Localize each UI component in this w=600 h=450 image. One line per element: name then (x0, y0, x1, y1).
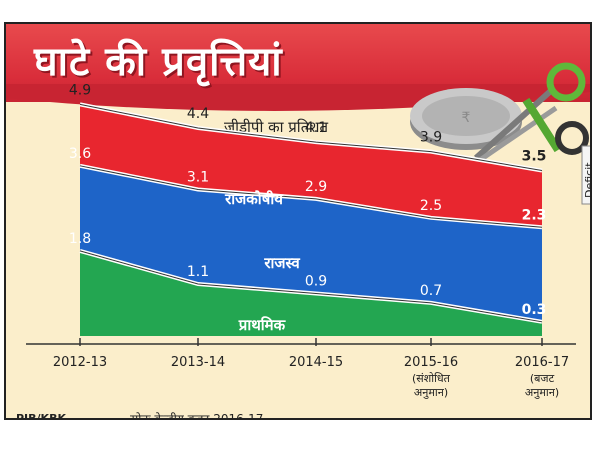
data-label-3-3: 0.9 (305, 273, 327, 289)
area-1 (80, 104, 542, 228)
chart-subtitle: जीडीपी का प्रतिशत (224, 118, 328, 136)
x-tick-label-2: 2013-14 (171, 355, 225, 370)
data-label-2-5: 2.3 (522, 207, 547, 223)
x-note-5-b: अनुमान) (525, 386, 559, 399)
data-label-1-4: 3.9 (420, 130, 442, 146)
svg-text:Deficit: Deficit (583, 162, 592, 198)
series-name-1: राजकोषीय (224, 190, 284, 208)
x-tick-label-4: 2015-16 (404, 355, 458, 370)
series-line-edge-2 (79, 165, 543, 228)
x-tick-label-3: 2014-15 (289, 355, 343, 370)
chart-title: घाटे की प्रवृत्तियां (34, 39, 283, 85)
data-label-2-3: 2.9 (305, 179, 327, 195)
data-label-3-1: 1.8 (69, 231, 91, 247)
x-tick-label-1: 2012-13 (53, 355, 107, 370)
coin-icon: ₹ (410, 88, 522, 150)
source-label: स्रोतः केन्द्रीय बजट 2016-17 (130, 412, 264, 420)
data-label-3-2: 1.1 (187, 264, 209, 280)
series-name-2: राजस्व (263, 254, 300, 272)
infographic-frame: घाटे की प्रवृत्तियां जीडीपी का प्रतिशत ₹… (4, 22, 592, 420)
series-name-3: प्राथमिक (238, 316, 287, 334)
svg-text:₹: ₹ (462, 110, 471, 126)
data-label-2-1: 3.6 (69, 146, 91, 162)
credit-label: PIB/KBK (16, 412, 66, 420)
x-note-5-a: (बजट (530, 372, 555, 385)
deficit-area-chart: 2012-13 2013-14 2014-15 2015-16(संशोधितअनुम… (26, 82, 576, 399)
data-label-2-4: 2.5 (420, 198, 442, 214)
data-label-1-1: 4.9 (69, 82, 91, 98)
data-label-1-3: 4.1 (305, 120, 327, 136)
data-label-3-5: 0.3 (522, 302, 547, 318)
series-line-edge-3 (79, 250, 543, 323)
x-note-4-a: (संशोधित (412, 372, 451, 385)
scissors-icon (473, 62, 589, 163)
x-tick-label-5: 2016-17 (515, 355, 569, 370)
series-line-edge-1 (79, 103, 543, 172)
data-label-3-4: 0.7 (420, 283, 442, 299)
x-note-4-b: अनुमान) (414, 386, 448, 399)
coin-scissors-illustration: ₹ Deficit (410, 62, 592, 205)
deficit-tag: Deficit (581, 145, 592, 205)
data-label-1-2: 4.4 (187, 106, 209, 122)
data-label-1-5: 3.5 (522, 149, 547, 165)
data-label-2-2: 3.1 (187, 169, 209, 185)
